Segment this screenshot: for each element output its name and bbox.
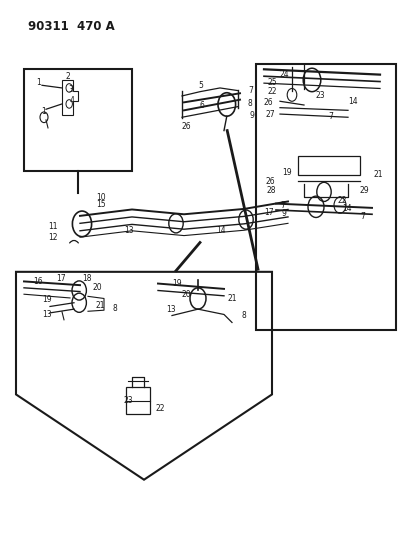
- Text: 13: 13: [124, 226, 134, 235]
- Text: 21: 21: [374, 171, 384, 179]
- Text: 13: 13: [42, 310, 52, 319]
- Text: 25: 25: [268, 78, 278, 87]
- Text: 13: 13: [166, 305, 176, 313]
- Text: 3: 3: [68, 85, 73, 94]
- Text: 17: 17: [56, 274, 66, 283]
- Text: 26: 26: [182, 122, 192, 131]
- Text: 21: 21: [96, 301, 106, 310]
- Text: 26: 26: [266, 177, 276, 185]
- Text: 9: 9: [282, 209, 287, 218]
- Text: 1: 1: [36, 78, 41, 87]
- Text: 20: 20: [182, 290, 192, 299]
- Bar: [256, 64, 396, 330]
- Text: 23: 23: [316, 92, 326, 100]
- Text: 11: 11: [48, 222, 58, 231]
- Text: 8: 8: [247, 99, 252, 108]
- Text: 15: 15: [96, 200, 106, 208]
- Bar: [298, 156, 360, 175]
- Text: 21: 21: [228, 294, 238, 303]
- Text: 19: 19: [42, 295, 52, 304]
- Text: 20: 20: [93, 284, 102, 292]
- Text: 10: 10: [96, 193, 106, 201]
- Text: 1: 1: [41, 108, 46, 116]
- Text: 22: 22: [338, 196, 348, 205]
- Text: 12: 12: [48, 233, 58, 241]
- Text: 26: 26: [264, 98, 274, 107]
- Text: 29: 29: [360, 186, 370, 195]
- Text: 16: 16: [33, 277, 42, 286]
- Text: 6: 6: [200, 101, 205, 109]
- Text: 7: 7: [328, 112, 333, 120]
- Text: 9: 9: [250, 111, 255, 119]
- Text: 19: 19: [172, 279, 182, 288]
- Text: 22: 22: [156, 404, 166, 413]
- Text: 24: 24: [280, 70, 290, 79]
- Text: 7: 7: [280, 201, 285, 210]
- Text: 18: 18: [82, 274, 92, 283]
- Text: 19: 19: [282, 168, 292, 176]
- Text: 7: 7: [360, 212, 365, 221]
- Bar: [126, 387, 150, 414]
- Text: 27: 27: [266, 110, 276, 118]
- Bar: [24, 69, 132, 171]
- Text: 28: 28: [267, 187, 276, 195]
- Text: 4: 4: [70, 96, 75, 105]
- Text: 7: 7: [248, 86, 253, 95]
- Text: 23: 23: [124, 397, 134, 405]
- Text: 2: 2: [66, 72, 71, 80]
- Text: 14: 14: [216, 226, 226, 235]
- Text: 90311  470 A: 90311 470 A: [28, 20, 115, 33]
- Text: 22: 22: [267, 87, 277, 96]
- Text: 8: 8: [242, 311, 247, 320]
- Text: 8: 8: [112, 304, 117, 313]
- Text: 14: 14: [342, 205, 352, 213]
- Text: 5: 5: [198, 81, 203, 90]
- Text: 17: 17: [264, 208, 274, 216]
- Text: 14: 14: [348, 97, 358, 106]
